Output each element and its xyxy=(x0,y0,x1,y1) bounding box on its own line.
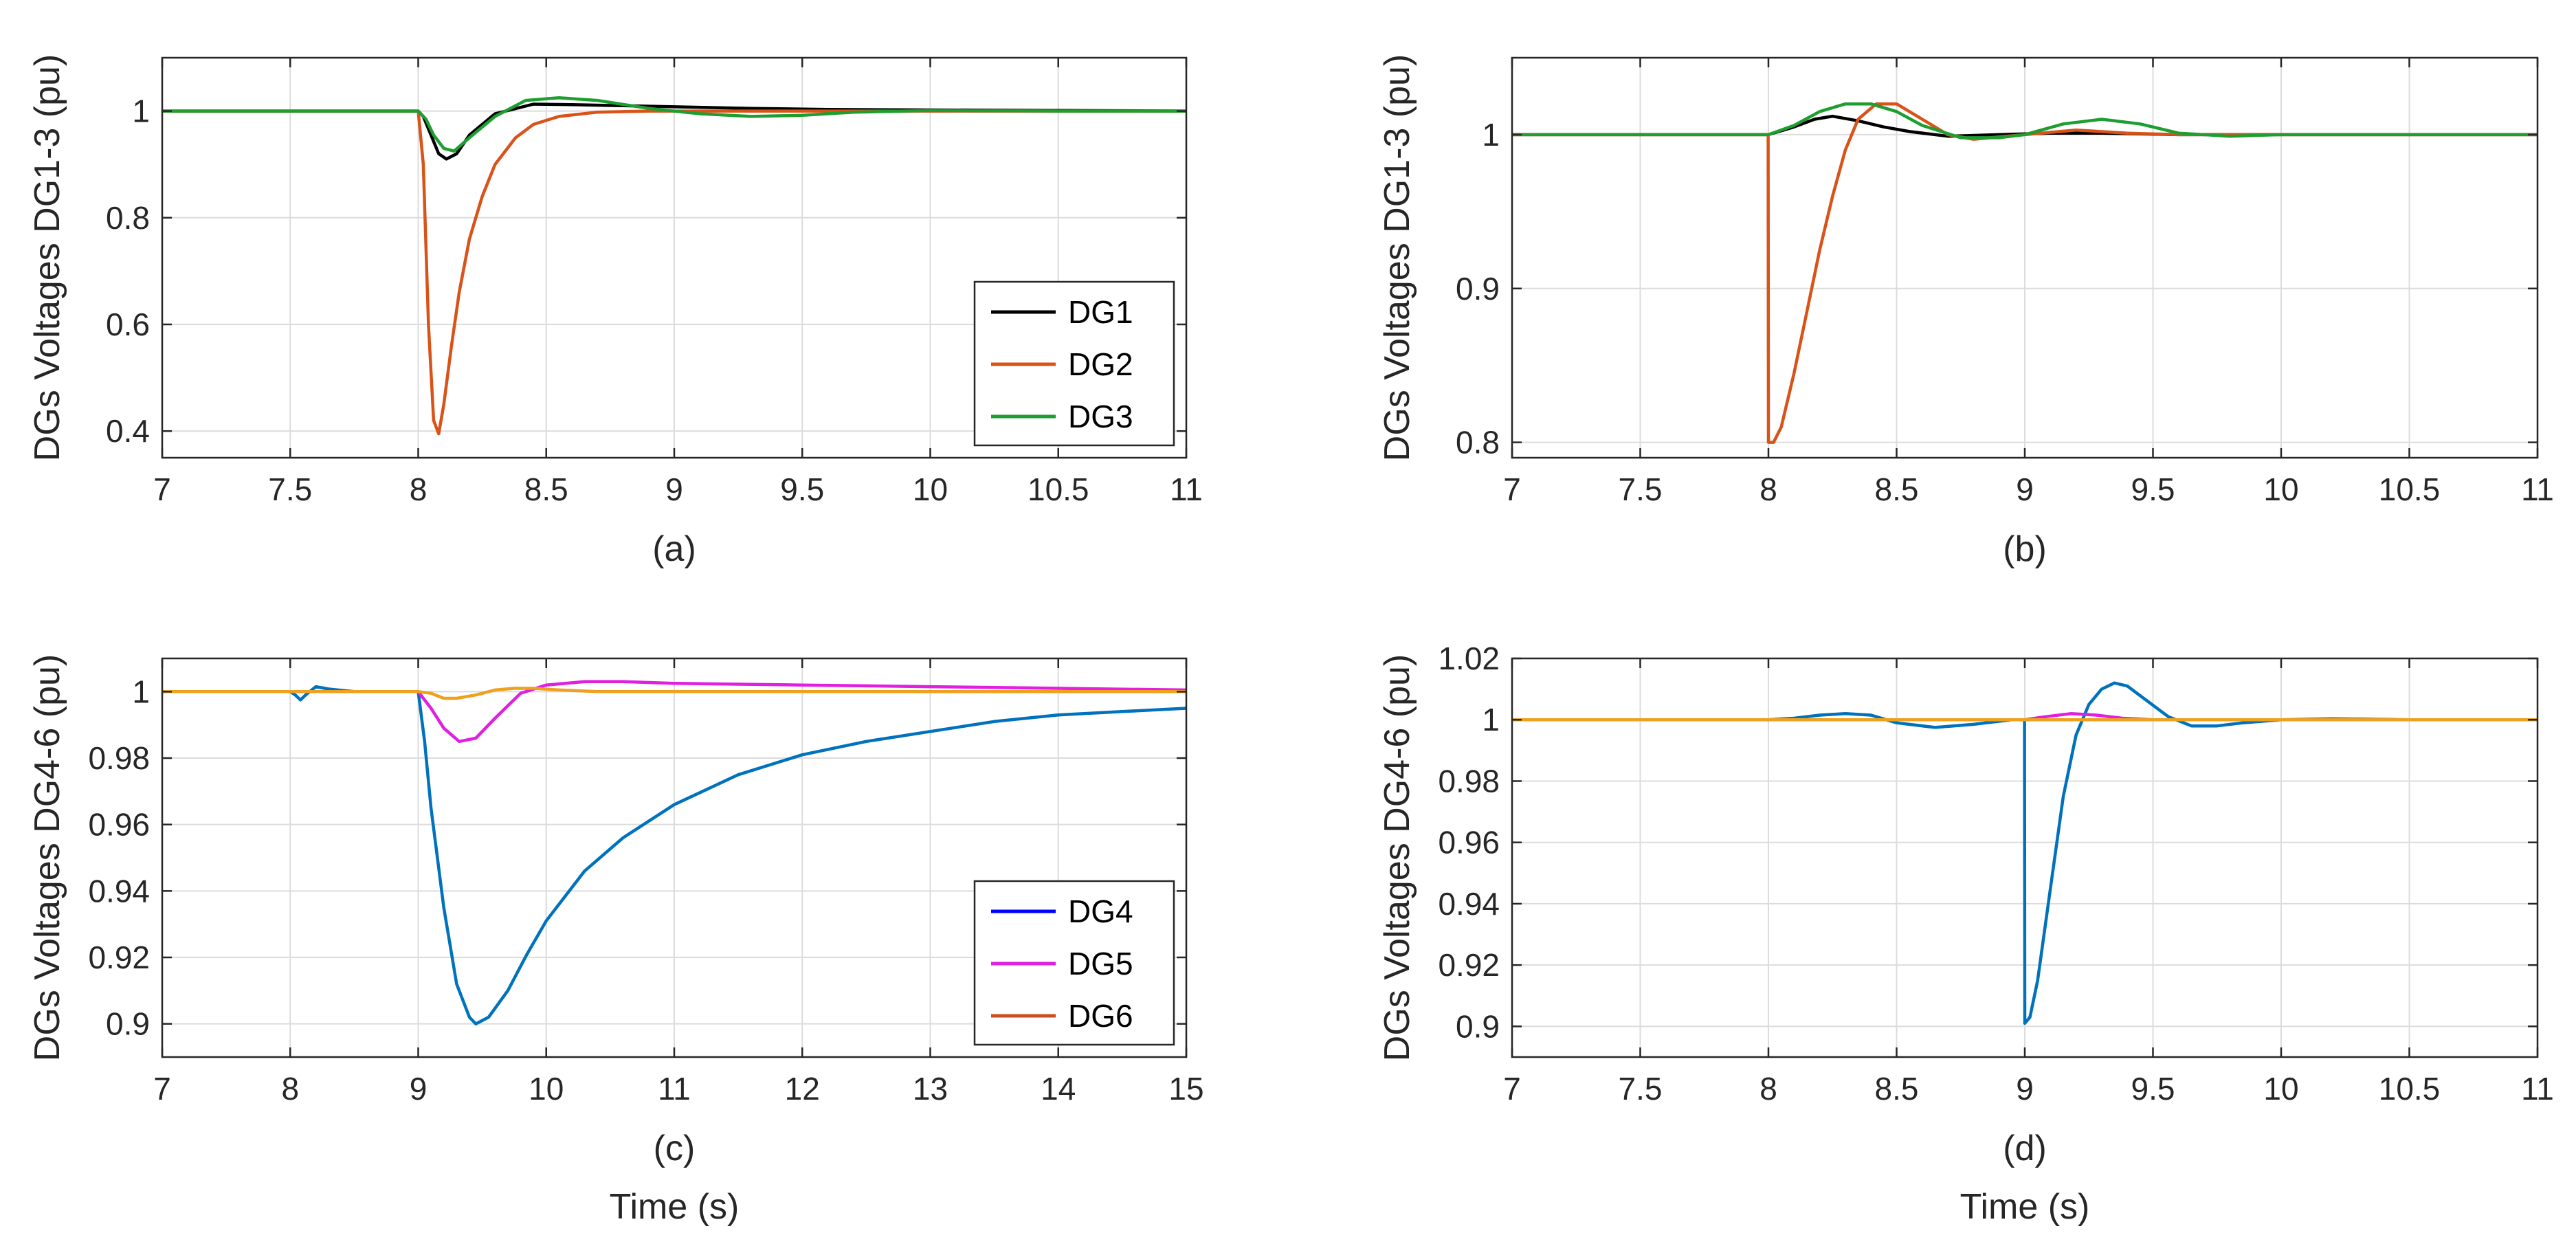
x-tick-label: 8.5 xyxy=(1875,1071,1919,1107)
x-tick-label: 9.5 xyxy=(780,471,824,507)
x-tick-label: 7 xyxy=(153,471,171,507)
legend-label-dg3: DG3 xyxy=(1068,399,1133,434)
y-tick-label: 0.96 xyxy=(1438,825,1500,860)
x-tick-label: 9 xyxy=(665,471,683,507)
x-tick-label: 10 xyxy=(2263,1071,2298,1107)
x-tick-label: 7.5 xyxy=(268,471,312,507)
legend-label-dg6: DG6 xyxy=(1068,998,1133,1034)
x-tick-label: 9.5 xyxy=(2131,1071,2175,1107)
panel-caption: (a) xyxy=(652,529,696,569)
y-tick-label: 0.8 xyxy=(106,200,150,236)
x-tick-label: 10.5 xyxy=(1028,471,1089,507)
x-tick-label: 8 xyxy=(1759,1071,1777,1107)
y-tick-label: 1.02 xyxy=(1438,641,1500,676)
panel-caption: (b) xyxy=(2003,529,2047,569)
panel-a: 7 7.5 8 8.5 9 9.5 10 10.5 11 0.4 0.6 0.8 1 DGs Voltag… xyxy=(27,54,1203,569)
x-tick-label: 8.5 xyxy=(524,471,568,507)
x-tick-label: 7 xyxy=(1503,1071,1521,1107)
y-tick-label: 1 xyxy=(132,674,150,709)
x-tick-label: 10 xyxy=(529,1071,564,1107)
y-tick-label: 0.98 xyxy=(1438,763,1500,799)
series-line-dg2 xyxy=(162,109,1186,436)
y-tick-label: 0.94 xyxy=(1438,886,1500,922)
x-tick-label: 10 xyxy=(2263,471,2298,507)
x-tick-label: 14 xyxy=(1041,1071,1076,1107)
legend-label-dg4: DG4 xyxy=(1068,893,1133,929)
series-group xyxy=(162,96,1186,436)
y-tick-label: 0.9 xyxy=(1456,271,1500,307)
x-tick-label: 15 xyxy=(1168,1071,1203,1107)
y-tick-label: 1 xyxy=(1482,702,1500,737)
legend-label-dg1: DG1 xyxy=(1068,294,1133,330)
x-tick-label: 8 xyxy=(281,1071,299,1107)
x-tick-label: 9 xyxy=(2016,1071,2034,1107)
y-tick-label: 0.9 xyxy=(106,1006,150,1042)
legend-label-dg5: DG5 xyxy=(1068,946,1133,981)
legend-label-dg2: DG2 xyxy=(1068,346,1133,382)
x-tick-label: 8 xyxy=(1759,471,1777,507)
x-tick-label: 9 xyxy=(410,1071,428,1107)
y-tick-label: 0.6 xyxy=(106,307,150,342)
x-tick-label: 7 xyxy=(153,1071,171,1107)
series-line-dg4 xyxy=(1512,681,2538,1025)
x-tick-label: 10 xyxy=(913,471,948,507)
y-axis-label: DGs Voltages DG1-3 (pu) xyxy=(1377,54,1417,461)
panel-c: 7 8 9 10 11 12 13 14 15 0.9 0.92 0.94 0.96 0.98 1 DGs V… xyxy=(27,654,1204,1227)
series-group xyxy=(1512,681,2538,1025)
series-group xyxy=(1512,102,2538,444)
x-tick-label: 7.5 xyxy=(1619,471,1663,507)
y-tick-label: 0.96 xyxy=(88,807,150,843)
y-tick-label: 0.4 xyxy=(106,413,150,449)
y-tick-label: 1 xyxy=(132,93,150,129)
panel-caption: (c) xyxy=(654,1129,696,1168)
x-tick-label: 11 xyxy=(658,1071,691,1107)
legend: DG1 DG2 DG3 xyxy=(973,280,1175,447)
series-line-dg2 xyxy=(1512,102,2538,444)
y-axis-label: DGs Voltages DG4-6 (pu) xyxy=(1377,654,1417,1061)
legend: DG4 DG5 DG6 xyxy=(973,880,1175,1046)
x-tick-label: 9.5 xyxy=(2131,471,2175,507)
x-tick-label: 11 xyxy=(2521,1071,2554,1107)
x-tick-label: 10.5 xyxy=(2379,1071,2441,1107)
panel-d: 7 7.5 8 8.5 9 9.5 10 10.5 11 0.9 0.92 0.94 0.96 0.98 1… xyxy=(1377,641,2554,1227)
x-tick-label: 9 xyxy=(2016,471,2034,507)
series-group xyxy=(162,680,1186,1025)
x-axis-label: Time (s) xyxy=(1960,1187,2090,1227)
y-tick-label: 0.92 xyxy=(88,940,150,975)
x-tick-label: 7 xyxy=(1503,471,1521,507)
y-tick-label: 0.98 xyxy=(88,740,150,776)
y-axis-label: DGs Voltages DG4-6 (pu) xyxy=(27,654,67,1061)
y-tick-label: 1 xyxy=(1482,117,1500,153)
x-tick-label: 12 xyxy=(785,1071,820,1107)
y-tick-label: 0.9 xyxy=(1456,1008,1500,1044)
series-line-dg4 xyxy=(162,685,1186,1025)
x-axis-label: Time (s) xyxy=(610,1187,740,1227)
panel-b: 7 7.5 8 8.5 9 9.5 10 10.5 11 0.8 0.9 1 DGs Voltages … xyxy=(1377,54,2554,569)
x-tick-label: 8 xyxy=(410,471,428,507)
series-line-dg3 xyxy=(1512,102,2538,140)
y-axis-label: DGs Voltages DG1-3 (pu) xyxy=(27,54,67,461)
panel-caption: (d) xyxy=(2003,1129,2047,1168)
x-tick-label: 7.5 xyxy=(1619,1071,1663,1107)
x-tick-label: 11 xyxy=(1170,471,1203,507)
y-tick-label: 0.8 xyxy=(1456,425,1500,460)
y-tick-label: 0.92 xyxy=(1438,947,1500,983)
x-tick-label: 11 xyxy=(2521,471,2554,507)
x-tick-label: 10.5 xyxy=(2379,471,2441,507)
x-tick-label: 8.5 xyxy=(1875,471,1919,507)
x-tick-label: 13 xyxy=(913,1071,948,1107)
y-tick-label: 0.94 xyxy=(88,873,150,909)
series-line-dg3 xyxy=(162,96,1186,153)
series-line-dg6 xyxy=(162,687,1186,700)
